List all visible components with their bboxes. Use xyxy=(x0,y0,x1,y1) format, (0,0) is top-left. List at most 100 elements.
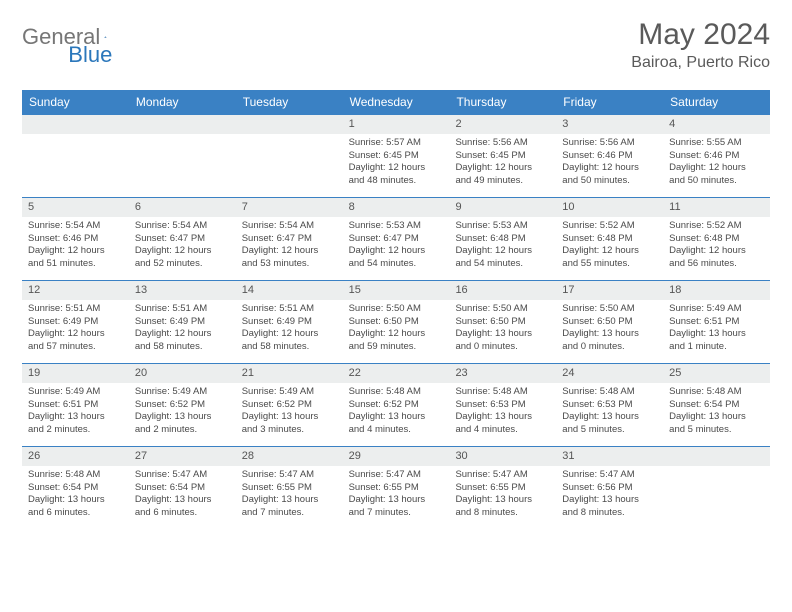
calendar-week: 12Sunrise: 5:51 AMSunset: 6:49 PMDayligh… xyxy=(22,280,770,363)
day-header-friday: Friday xyxy=(556,90,663,114)
calendar-day-cell: 13Sunrise: 5:51 AMSunset: 6:49 PMDayligh… xyxy=(129,281,236,363)
calendar-day-cell: 10Sunrise: 5:52 AMSunset: 6:48 PMDayligh… xyxy=(556,198,663,280)
day-number: 4 xyxy=(663,115,770,134)
day-number: 17 xyxy=(556,281,663,300)
day-number: 11 xyxy=(663,198,770,217)
day-number: 22 xyxy=(343,364,450,383)
day-details: Sunrise: 5:47 AMSunset: 6:56 PMDaylight:… xyxy=(556,466,663,526)
day-details: Sunrise: 5:50 AMSunset: 6:50 PMDaylight:… xyxy=(556,300,663,360)
day-header-tuesday: Tuesday xyxy=(236,90,343,114)
calendar-day-cell: 14Sunrise: 5:51 AMSunset: 6:49 PMDayligh… xyxy=(236,281,343,363)
calendar-day-cell xyxy=(663,447,770,529)
calendar-day-cell: 4Sunrise: 5:55 AMSunset: 6:46 PMDaylight… xyxy=(663,115,770,197)
title-block: May 2024 Bairoa, Puerto Rico xyxy=(631,18,770,72)
day-details: Sunrise: 5:47 AMSunset: 6:54 PMDaylight:… xyxy=(129,466,236,526)
day-number: 31 xyxy=(556,447,663,466)
calendar-day-cell: 25Sunrise: 5:48 AMSunset: 6:54 PMDayligh… xyxy=(663,364,770,446)
calendar-day-cell: 5Sunrise: 5:54 AMSunset: 6:46 PMDaylight… xyxy=(22,198,129,280)
calendar-day-cell xyxy=(236,115,343,197)
day-number-empty xyxy=(129,115,236,134)
day-number: 9 xyxy=(449,198,556,217)
day-details: Sunrise: 5:53 AMSunset: 6:48 PMDaylight:… xyxy=(449,217,556,277)
day-number: 19 xyxy=(22,364,129,383)
calendar-day-cell: 24Sunrise: 5:48 AMSunset: 6:53 PMDayligh… xyxy=(556,364,663,446)
calendar-day-cell: 28Sunrise: 5:47 AMSunset: 6:55 PMDayligh… xyxy=(236,447,343,529)
day-details: Sunrise: 5:53 AMSunset: 6:47 PMDaylight:… xyxy=(343,217,450,277)
day-details: Sunrise: 5:51 AMSunset: 6:49 PMDaylight:… xyxy=(236,300,343,360)
day-details: Sunrise: 5:52 AMSunset: 6:48 PMDaylight:… xyxy=(556,217,663,277)
day-number: 14 xyxy=(236,281,343,300)
day-details: Sunrise: 5:54 AMSunset: 6:47 PMDaylight:… xyxy=(236,217,343,277)
day-header-wednesday: Wednesday xyxy=(343,90,450,114)
calendar-day-cell: 30Sunrise: 5:47 AMSunset: 6:55 PMDayligh… xyxy=(449,447,556,529)
calendar-day-cell: 8Sunrise: 5:53 AMSunset: 6:47 PMDaylight… xyxy=(343,198,450,280)
calendar-day-cell: 9Sunrise: 5:53 AMSunset: 6:48 PMDaylight… xyxy=(449,198,556,280)
day-number: 23 xyxy=(449,364,556,383)
day-details: Sunrise: 5:56 AMSunset: 6:46 PMDaylight:… xyxy=(556,134,663,194)
day-number: 29 xyxy=(343,447,450,466)
day-details: Sunrise: 5:49 AMSunset: 6:51 PMDaylight:… xyxy=(22,383,129,443)
day-header-monday: Monday xyxy=(129,90,236,114)
day-details: Sunrise: 5:50 AMSunset: 6:50 PMDaylight:… xyxy=(343,300,450,360)
calendar-day-cell: 17Sunrise: 5:50 AMSunset: 6:50 PMDayligh… xyxy=(556,281,663,363)
day-number: 10 xyxy=(556,198,663,217)
day-details: Sunrise: 5:51 AMSunset: 6:49 PMDaylight:… xyxy=(22,300,129,360)
day-number-empty xyxy=(236,115,343,134)
day-details: Sunrise: 5:48 AMSunset: 6:53 PMDaylight:… xyxy=(449,383,556,443)
day-number: 2 xyxy=(449,115,556,134)
day-number: 24 xyxy=(556,364,663,383)
day-details: Sunrise: 5:49 AMSunset: 6:52 PMDaylight:… xyxy=(236,383,343,443)
calendar-day-cell: 31Sunrise: 5:47 AMSunset: 6:56 PMDayligh… xyxy=(556,447,663,529)
day-number: 21 xyxy=(236,364,343,383)
day-number: 15 xyxy=(343,281,450,300)
page-header: General Blue May 2024 Bairoa, Puerto Ric… xyxy=(22,18,770,72)
calendar-day-cell: 2Sunrise: 5:56 AMSunset: 6:45 PMDaylight… xyxy=(449,115,556,197)
calendar-day-cell: 11Sunrise: 5:52 AMSunset: 6:48 PMDayligh… xyxy=(663,198,770,280)
day-number: 18 xyxy=(663,281,770,300)
calendar-day-cell: 29Sunrise: 5:47 AMSunset: 6:55 PMDayligh… xyxy=(343,447,450,529)
calendar-day-cell: 7Sunrise: 5:54 AMSunset: 6:47 PMDaylight… xyxy=(236,198,343,280)
calendar-body: 1Sunrise: 5:57 AMSunset: 6:45 PMDaylight… xyxy=(22,114,770,529)
day-header-sunday: Sunday xyxy=(22,90,129,114)
day-details: Sunrise: 5:48 AMSunset: 6:54 PMDaylight:… xyxy=(22,466,129,526)
calendar-day-cell: 6Sunrise: 5:54 AMSunset: 6:47 PMDaylight… xyxy=(129,198,236,280)
location-label: Bairoa, Puerto Rico xyxy=(631,54,770,72)
day-number-empty xyxy=(663,447,770,466)
day-details: Sunrise: 5:50 AMSunset: 6:50 PMDaylight:… xyxy=(449,300,556,360)
day-details: Sunrise: 5:51 AMSunset: 6:49 PMDaylight:… xyxy=(129,300,236,360)
day-number: 16 xyxy=(449,281,556,300)
calendar-grid: SundayMondayTuesdayWednesdayThursdayFrid… xyxy=(22,90,770,529)
day-header-saturday: Saturday xyxy=(663,90,770,114)
day-details: Sunrise: 5:54 AMSunset: 6:47 PMDaylight:… xyxy=(129,217,236,277)
calendar-day-cell: 3Sunrise: 5:56 AMSunset: 6:46 PMDaylight… xyxy=(556,115,663,197)
day-details: Sunrise: 5:48 AMSunset: 6:54 PMDaylight:… xyxy=(663,383,770,443)
brand-blue: Blue xyxy=(68,42,112,68)
day-number: 3 xyxy=(556,115,663,134)
day-details: Sunrise: 5:47 AMSunset: 6:55 PMDaylight:… xyxy=(449,466,556,526)
day-details: Sunrise: 5:52 AMSunset: 6:48 PMDaylight:… xyxy=(663,217,770,277)
calendar-week: 26Sunrise: 5:48 AMSunset: 6:54 PMDayligh… xyxy=(22,446,770,529)
calendar-week: 19Sunrise: 5:49 AMSunset: 6:51 PMDayligh… xyxy=(22,363,770,446)
day-number: 7 xyxy=(236,198,343,217)
calendar-day-cell: 23Sunrise: 5:48 AMSunset: 6:53 PMDayligh… xyxy=(449,364,556,446)
day-number: 12 xyxy=(22,281,129,300)
day-number: 13 xyxy=(129,281,236,300)
calendar-day-cell: 19Sunrise: 5:49 AMSunset: 6:51 PMDayligh… xyxy=(22,364,129,446)
day-number: 20 xyxy=(129,364,236,383)
day-number: 27 xyxy=(129,447,236,466)
day-details: Sunrise: 5:47 AMSunset: 6:55 PMDaylight:… xyxy=(236,466,343,526)
calendar-day-cell: 21Sunrise: 5:49 AMSunset: 6:52 PMDayligh… xyxy=(236,364,343,446)
day-number: 26 xyxy=(22,447,129,466)
calendar-day-cell xyxy=(129,115,236,197)
day-details: Sunrise: 5:54 AMSunset: 6:46 PMDaylight:… xyxy=(22,217,129,277)
calendar-week: 5Sunrise: 5:54 AMSunset: 6:46 PMDaylight… xyxy=(22,197,770,280)
calendar-day-cell xyxy=(22,115,129,197)
day-number: 28 xyxy=(236,447,343,466)
calendar-day-cell: 15Sunrise: 5:50 AMSunset: 6:50 PMDayligh… xyxy=(343,281,450,363)
day-details: Sunrise: 5:49 AMSunset: 6:51 PMDaylight:… xyxy=(663,300,770,360)
month-title: May 2024 xyxy=(631,18,770,52)
day-header-thursday: Thursday xyxy=(449,90,556,114)
day-details: Sunrise: 5:49 AMSunset: 6:52 PMDaylight:… xyxy=(129,383,236,443)
day-details: Sunrise: 5:57 AMSunset: 6:45 PMDaylight:… xyxy=(343,134,450,194)
day-number: 25 xyxy=(663,364,770,383)
